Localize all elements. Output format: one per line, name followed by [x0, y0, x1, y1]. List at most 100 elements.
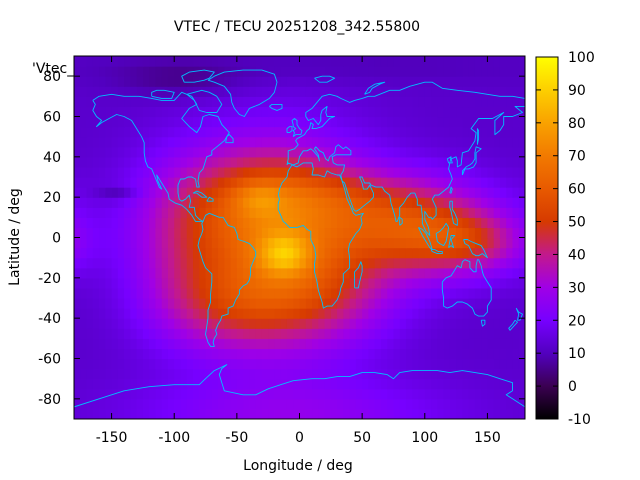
heatmap-cell	[443, 66, 451, 77]
heatmap-cell	[380, 358, 388, 370]
heatmap-cell	[92, 96, 100, 108]
heatmap-cell	[280, 136, 288, 148]
heatmap-cell	[337, 237, 344, 249]
heatmap-cell	[155, 76, 163, 87]
heatmap-cell	[487, 388, 495, 400]
heatmap-cell	[199, 187, 207, 198]
heatmap-cell	[224, 166, 232, 178]
heatmap-cell	[443, 338, 451, 350]
heatmap-cell	[374, 318, 382, 329]
heatmap-cell	[418, 348, 426, 360]
heatmap-cell	[387, 207, 395, 218]
heatmap-cell	[161, 368, 169, 380]
heatmap-cell	[117, 126, 125, 138]
heatmap-cell	[374, 378, 382, 390]
heatmap-cell	[230, 267, 238, 279]
heatmap-cell	[161, 257, 169, 269]
coastline-victoria-island	[151, 89, 175, 99]
heatmap-cell	[431, 76, 438, 87]
heatmap-cell	[449, 197, 457, 208]
heatmap-cell	[130, 76, 138, 87]
heatmap-cell	[99, 227, 106, 239]
heatmap-cell	[437, 398, 445, 410]
heatmap-cell	[387, 267, 395, 279]
heatmap-cell	[74, 318, 81, 329]
heatmap-cell	[387, 257, 395, 269]
heatmap-cell	[193, 96, 200, 108]
heatmap-cell	[312, 267, 319, 279]
heatmap-cell	[387, 66, 395, 77]
heatmap-cell	[174, 287, 182, 299]
heatmap-cell	[92, 267, 100, 279]
heatmap-cell	[412, 408, 420, 419]
heatmap-cell	[211, 197, 219, 208]
heatmap-cell	[518, 136, 525, 148]
heatmap-cell	[374, 207, 382, 218]
heatmap-cell	[424, 177, 432, 188]
heatmap-cell	[518, 318, 525, 329]
heatmap-cell	[174, 328, 182, 339]
heatmap-cell	[380, 217, 388, 229]
heatmap-cell	[218, 358, 225, 370]
heatmap-cell	[199, 96, 207, 108]
heatmap-cell	[362, 116, 369, 128]
heatmap-cell	[86, 348, 94, 360]
heatmap-cell	[180, 388, 188, 400]
heatmap-cell	[105, 227, 113, 239]
heatmap-cell	[324, 116, 332, 128]
heatmap-cell	[293, 217, 301, 229]
heatmap-cell	[149, 368, 157, 380]
heatmap-cell	[393, 378, 401, 390]
heatmap-cell	[412, 287, 420, 299]
heatmap-cell	[424, 166, 432, 178]
heatmap-cell	[111, 318, 119, 329]
heatmap-cell	[506, 156, 514, 168]
heatmap-cell	[349, 156, 357, 168]
heatmap-cell	[161, 247, 169, 259]
heatmap-cell	[193, 287, 200, 299]
heatmap-cell	[437, 207, 445, 218]
heatmap-cell	[124, 86, 131, 97]
heatmap-cell	[236, 267, 244, 279]
heatmap-cell	[236, 368, 244, 380]
heatmap-cell	[186, 126, 194, 138]
heatmap-cell	[299, 156, 307, 168]
heatmap-cell	[468, 217, 476, 229]
heatmap-cell	[368, 408, 376, 419]
heatmap-cell	[261, 56, 269, 67]
heatmap-cell	[224, 338, 232, 350]
heatmap-cell	[224, 187, 232, 198]
heatmap-cell	[268, 126, 276, 138]
heatmap-cell	[286, 368, 294, 380]
heatmap-cell	[236, 287, 244, 299]
heatmap-cell	[493, 106, 501, 118]
heatmap-cell	[493, 257, 501, 269]
heatmap-cell	[299, 207, 307, 218]
heatmap-cell	[261, 358, 269, 370]
heatmap-cell	[99, 408, 106, 419]
heatmap-cell	[305, 338, 313, 350]
heatmap-cell	[149, 66, 157, 77]
heatmap-cell	[105, 106, 113, 118]
heatmap-cell	[412, 146, 420, 158]
heatmap-cell	[243, 277, 250, 289]
heatmap-cell	[149, 187, 157, 198]
heatmap-cell	[456, 76, 463, 87]
heatmap-cell	[330, 166, 338, 178]
heatmap-cell	[255, 76, 263, 87]
heatmap-cell	[387, 358, 395, 370]
heatmap-cell	[274, 257, 282, 269]
heatmap-cell	[431, 348, 438, 360]
heatmap-cell	[355, 398, 363, 410]
heatmap-cell	[355, 257, 363, 269]
heatmap-cell	[318, 166, 326, 178]
heatmap-cell	[286, 177, 294, 188]
heatmap-cell	[205, 207, 213, 218]
heatmap-cell	[512, 227, 520, 239]
heatmap-cell	[337, 217, 344, 229]
heatmap-cell	[355, 267, 363, 279]
heatmap-cell	[205, 277, 213, 289]
heatmap-cell	[249, 368, 257, 380]
heatmap-cell	[312, 318, 319, 329]
heatmap-cell	[405, 318, 413, 329]
